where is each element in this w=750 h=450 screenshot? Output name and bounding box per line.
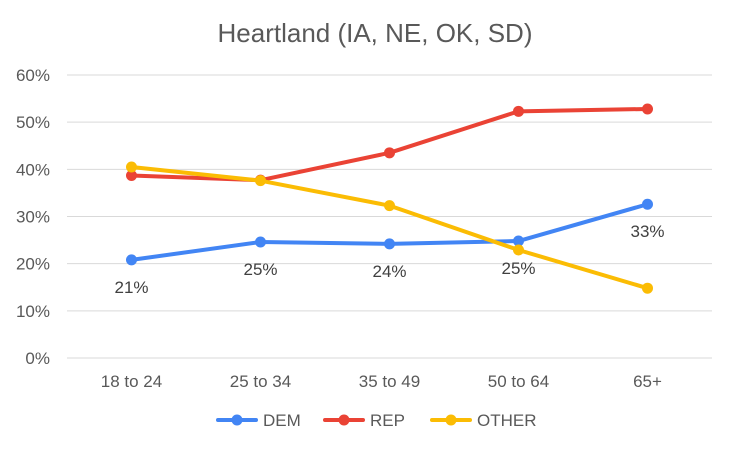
data-label: 25% — [243, 260, 277, 279]
y-tick-label: 30% — [16, 208, 50, 227]
data-point-other — [513, 244, 524, 256]
legend-item-other: OTHER — [430, 411, 537, 430]
series-dem — [126, 198, 653, 266]
x-tick-label: 25 to 34 — [230, 372, 291, 391]
chart-title: Heartland (IA, NE, OK, SD) — [218, 18, 533, 48]
x-tick-label: 50 to 64 — [488, 372, 549, 391]
y-tick-label: 60% — [16, 66, 50, 85]
data-labels: 21% 25% 24% 25% 33% — [114, 222, 664, 297]
legend-label-dem: DEM — [263, 411, 301, 430]
data-label: 25% — [501, 259, 535, 278]
data-point-dem — [255, 236, 266, 248]
series-other — [126, 161, 653, 294]
data-point-other — [642, 282, 653, 294]
data-label: 33% — [630, 222, 664, 241]
data-label: 24% — [372, 262, 406, 281]
legend-marker-other — [445, 414, 457, 426]
y-tick-label: 40% — [16, 160, 50, 179]
x-tick-label: 18 to 24 — [101, 372, 162, 391]
data-point-dem — [126, 254, 137, 266]
data-point-rep — [513, 105, 524, 117]
series-line-dem — [129, 202, 650, 262]
data-point-dem — [642, 198, 653, 210]
legend-label-other: OTHER — [477, 411, 537, 430]
data-point-rep — [642, 103, 653, 115]
legend: DEM REP OTHER — [216, 411, 537, 430]
x-axis-ticks: 18 to 24 25 to 34 35 to 49 50 to 64 65+ — [101, 372, 662, 391]
y-tick-label: 20% — [16, 255, 50, 274]
x-tick-label: 35 to 49 — [359, 372, 420, 391]
legend-marker-rep — [338, 414, 350, 426]
legend-item-rep: REP — [323, 411, 405, 430]
legend-marker-dem — [231, 414, 243, 426]
data-point-rep — [384, 147, 395, 159]
y-tick-label: 10% — [16, 302, 50, 321]
data-label: 21% — [114, 278, 148, 297]
gridlines — [67, 74, 712, 359]
data-point-other — [384, 200, 395, 212]
x-tick-label: 65+ — [633, 372, 662, 391]
legend-label-rep: REP — [370, 411, 405, 430]
y-axis-ticks: 0% 10% 20% 30% 40% 50% 60% — [16, 66, 50, 368]
data-point-dem — [513, 235, 524, 247]
data-point-other — [126, 161, 137, 173]
data-point-rep — [126, 169, 137, 181]
y-tick-label: 0% — [25, 349, 50, 368]
data-point-other — [255, 175, 266, 187]
legend-item-dem: DEM — [216, 411, 301, 430]
series-group — [126, 103, 653, 294]
data-point-dem — [384, 238, 395, 250]
y-tick-label: 50% — [16, 113, 50, 132]
